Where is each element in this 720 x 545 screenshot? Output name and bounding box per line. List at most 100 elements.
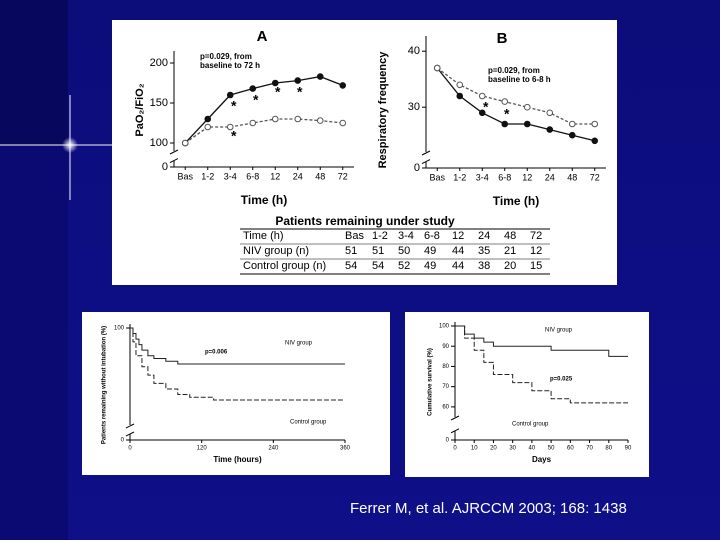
data-point <box>271 79 279 87</box>
table-cell: 24 <box>478 230 490 242</box>
table-cell: 35 <box>478 245 490 257</box>
annotation: baseline to 72 h <box>200 61 260 70</box>
data-point <box>523 103 531 111</box>
x-tick-label: 72 <box>590 172 600 182</box>
x-axis-label: Time (h) <box>241 193 287 207</box>
x-tick-label: 12 <box>270 171 280 181</box>
table-cell: Time (h) <box>243 230 284 242</box>
data-point <box>523 120 531 128</box>
data-point <box>456 81 464 89</box>
table-cell: 44 <box>452 260 464 272</box>
data-point <box>249 85 257 92</box>
series-line <box>184 75 343 144</box>
data-point <box>568 131 576 139</box>
y-tick-label: 80 <box>442 364 449 370</box>
y-tick-label: 100 <box>150 137 168 149</box>
x-tick-label: 72 <box>338 171 348 181</box>
table-cell: 38 <box>478 260 490 272</box>
x-tick-label: 240 <box>268 446 279 452</box>
x-tick-label: Bas <box>429 172 445 182</box>
y-tick-label: 70 <box>442 384 449 390</box>
x-tick-label: 6-8 <box>498 172 511 182</box>
y-tick-label: 100 <box>114 326 125 332</box>
x-tick-label: 0 <box>453 446 457 452</box>
survival-curve <box>130 327 345 365</box>
annotation: * <box>275 84 281 100</box>
panel-title: B <box>497 30 508 47</box>
data-point <box>181 139 189 147</box>
x-tick-label: 70 <box>586 446 593 452</box>
table-cell: 12 <box>452 230 464 242</box>
x-tick-label: 1-2 <box>201 171 214 181</box>
y-tick-label: 90 <box>442 344 449 350</box>
y-axis-label: Cumulative survival (%) <box>428 348 434 416</box>
x-tick-label: 60 <box>567 446 574 452</box>
data-point <box>316 117 324 124</box>
table-cell: 44 <box>452 245 464 257</box>
axis-break <box>125 423 135 437</box>
annotation: * <box>231 98 237 114</box>
data-point <box>501 98 509 105</box>
table-cell: 51 <box>372 245 384 257</box>
y-axis-label: Patients remaining without intubation (%… <box>102 326 108 444</box>
x-tick-label: 24 <box>545 172 555 182</box>
axis-break <box>169 149 179 164</box>
flare <box>62 137 78 153</box>
x-tick-label: 20 <box>490 446 497 452</box>
data-point <box>294 77 302 84</box>
survival-curve <box>130 327 345 401</box>
x-axis-label: Time (hours) <box>213 455 262 464</box>
x-tick-label: 0 <box>128 446 132 452</box>
y-tick-label: 0 <box>446 438 450 444</box>
data-point <box>316 73 324 80</box>
y-axis-label: PaO₂/FiO₂ <box>134 83 146 136</box>
annotation: p=0.025 <box>550 377 573 383</box>
data-point <box>478 109 486 117</box>
table-cell: 50 <box>398 245 410 257</box>
data-point <box>339 82 347 89</box>
data-point <box>456 92 464 100</box>
x-tick-label: 120 <box>197 446 208 452</box>
table-cell: 48 <box>504 230 516 242</box>
data-point <box>204 115 212 123</box>
annotation: baseline to 6-8 h <box>488 75 551 84</box>
table-cell: 12 <box>530 245 542 257</box>
table-cell: 49 <box>424 245 436 257</box>
table-cell: Control group (n) <box>243 260 326 272</box>
x-tick-label: 1-2 <box>453 172 466 182</box>
x-tick-label: 3-4 <box>224 171 237 181</box>
data-point <box>591 120 599 128</box>
series-label: NIV group <box>545 328 573 334</box>
annotation: p=0.006 <box>205 350 228 356</box>
table-cell: Bas <box>345 230 364 242</box>
table-cell: 52 <box>398 260 410 272</box>
survival-curve <box>455 325 628 404</box>
y-tick-label: 0 <box>162 161 168 173</box>
data-point <box>433 64 441 72</box>
x-tick-label: 40 <box>529 446 536 452</box>
series-label: Control group <box>512 422 549 428</box>
table-cell: 54 <box>345 260 357 272</box>
panel <box>112 20 617 285</box>
x-tick-label: 48 <box>567 172 577 182</box>
data-point <box>591 137 599 145</box>
table-cell: 3-4 <box>398 230 414 242</box>
panel-title: A <box>257 28 268 45</box>
x-axis-label: Days <box>532 455 552 464</box>
y-tick-label: 0 <box>121 438 125 444</box>
annotation: * <box>483 99 489 115</box>
data-point <box>204 123 212 131</box>
data-point <box>339 119 347 127</box>
y-tick-label: 150 <box>150 97 168 109</box>
y-tick-label: 60 <box>442 404 449 410</box>
y-axis-label: Respiratory frequency <box>377 51 389 169</box>
table-cell: 49 <box>424 260 436 272</box>
table-cell: 20 <box>504 260 516 272</box>
table-cell: 21 <box>504 245 516 257</box>
x-tick-label: 10 <box>471 446 478 452</box>
table-cell: 51 <box>345 245 357 257</box>
axis-break <box>450 415 460 434</box>
table-cell: NIV group (n) <box>243 245 309 257</box>
citation: Ferrer M, et al. AJRCCM 2003; 168: 1438 <box>350 500 627 517</box>
